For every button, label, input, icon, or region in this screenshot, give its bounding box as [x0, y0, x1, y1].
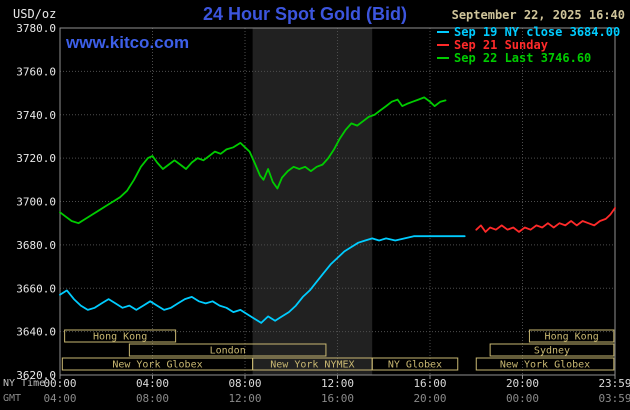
legend-label-sep21: Sep 21 Sunday — [454, 37, 548, 52]
y-axis-tick-label: 3640.0 — [16, 326, 56, 339]
x-axis-gmt-label: 12:00 — [228, 392, 261, 405]
green-line-swatch-icon — [437, 56, 449, 59]
session-box-sydney — [489, 343, 615, 357]
x-axis-ny-label: 00:00 — [43, 377, 76, 390]
session-label: London — [210, 346, 246, 357]
session-box-hong-kong — [64, 329, 177, 343]
gmt-axis-label: GMT — [3, 393, 22, 404]
x-axis-ny-label: 20:00 — [506, 377, 539, 390]
y-axis-tick-label: 3760.0 — [16, 65, 56, 78]
session-label: Sydney — [534, 346, 570, 357]
session-box-ny-globex — [371, 357, 459, 371]
x-axis-gmt-label: 20:00 — [413, 392, 446, 405]
legend-item-sep19-close: Sep 19 NY close 3684.00 — [437, 24, 621, 39]
y-axis-tick-label: 3720.0 — [16, 152, 56, 165]
kitco-link[interactable]: www.kitco.com — [66, 33, 190, 52]
session-label: Hong Kong — [93, 332, 147, 343]
session-box-new-york-globex — [475, 357, 615, 371]
session-box-hong-kong — [528, 329, 615, 343]
x-axis-ny-label: 04:00 — [136, 377, 169, 390]
x-axis-gmt-label: 00:00 — [506, 392, 539, 405]
x-axis-gmt-label: 03:59 — [598, 392, 630, 405]
x-axis-gmt-label: 16:00 — [321, 392, 354, 405]
x-axis-ny-label: 16:00 — [413, 377, 446, 390]
series-line-sep22 — [59, 96, 447, 225]
x-axis-gmt-label: 08:00 — [136, 392, 169, 405]
chart-datetime: September 22, 2025 16:40 — [451, 8, 625, 22]
y-axis-units-label: USD/oz — [13, 7, 57, 21]
x-axis-ny-label: 23:59 — [598, 377, 630, 390]
legend: Sep 19 NY close 3684.00 Sep 21 Sunday Se… — [437, 24, 621, 65]
cyan-line-swatch-icon — [437, 30, 449, 33]
legend-item-sep22-last: Sep 22 Last 3746.60 — [437, 50, 620, 65]
y-axis-tick-label: 3780.0 — [16, 22, 56, 35]
session-label: New York Globex — [500, 360, 590, 371]
x-axis-ny-label: 12:00 — [321, 377, 354, 390]
session-label: NY Globex — [388, 360, 442, 371]
series-line-sep21 — [475, 207, 616, 233]
legend-label-sep22: Sep 22 Last 3746.60 — [454, 50, 592, 65]
y-axis-tick-label: 3740.0 — [16, 109, 56, 122]
y-axis-tick-label: 3620.0 — [16, 369, 56, 382]
y-axis-tick-label: 3700.0 — [16, 196, 56, 209]
legend-label-sep19: Sep 19 NY close 3684.00 — [454, 24, 621, 39]
session-box-london — [128, 343, 327, 357]
x-axis-ny-label: 08:00 — [228, 377, 261, 390]
legend-item-sep21-sunday: Sep 21 Sunday — [437, 37, 620, 52]
session-label: New York Globex — [112, 360, 202, 371]
red-line-swatch-icon — [437, 43, 449, 46]
chart-title: 24 Hour Spot Gold (Bid) — [203, 4, 407, 24]
y-axis-tick-label: 3680.0 — [16, 239, 56, 252]
x-axis-gmt-label: 04:00 — [43, 392, 76, 405]
session-label: New York NYMEX — [270, 360, 354, 371]
series-line-sep19 — [59, 235, 466, 324]
y-axis-tick-label: 3660.0 — [16, 282, 56, 295]
ny-time-axis-label: NY Time — [3, 378, 46, 389]
session-label: Hong Kong — [545, 332, 599, 343]
